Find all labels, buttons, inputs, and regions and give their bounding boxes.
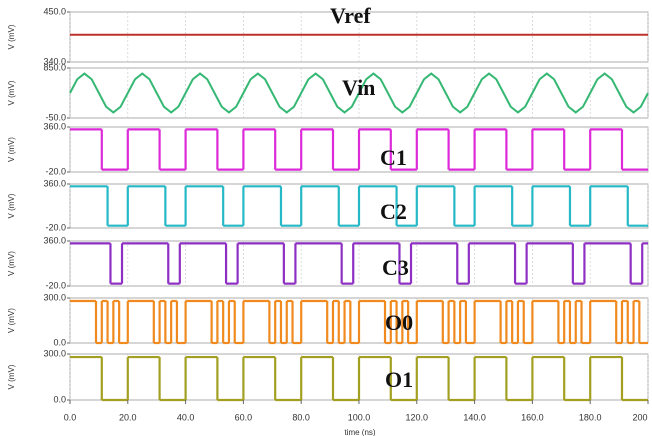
x-tick-label: 80.0 xyxy=(292,412,310,422)
signal-name: C2 xyxy=(380,199,407,224)
y-tick-label: 360.0 xyxy=(43,121,66,131)
y-tick-label: -20.0 xyxy=(45,166,66,176)
x-tick-label: 60.0 xyxy=(235,412,253,422)
signal-name: C1 xyxy=(380,145,407,170)
y-axis-label: V (mV) xyxy=(7,24,16,49)
x-tick-label: 40.0 xyxy=(177,412,195,422)
x-tick-label: 140.0 xyxy=(463,412,486,422)
y-axis-label: V (mV) xyxy=(7,251,16,276)
y-axis-label: V (mV) xyxy=(7,308,16,333)
signal-name: O1 xyxy=(385,367,413,392)
y-tick-label: 0.0 xyxy=(53,394,66,404)
y-axis-label: V (mV) xyxy=(7,137,16,162)
y-axis-label: V (mV) xyxy=(7,80,16,105)
y-tick-label: 0.0 xyxy=(53,337,66,347)
y-tick-label: 340.0 xyxy=(43,56,66,66)
x-tick-label: 100.0 xyxy=(348,412,371,422)
y-tick-label: -20.0 xyxy=(45,280,66,290)
signal-name: Vref xyxy=(330,3,371,28)
y-axis-label: V (mV) xyxy=(7,193,16,218)
y-axis-label: V (mV) xyxy=(7,364,16,389)
y-tick-label: 360.0 xyxy=(43,235,66,245)
y-tick-label: 360.0 xyxy=(43,178,66,188)
signal-line xyxy=(69,72,649,114)
x-tick-label: 0.0 xyxy=(64,412,77,422)
x-tick-label: 20.0 xyxy=(119,412,137,422)
plot-area xyxy=(69,240,649,287)
x-tick-label: 180.0 xyxy=(579,412,602,422)
y-tick-label: 450.0 xyxy=(43,6,66,16)
x-tick-label: 120.0 xyxy=(406,412,429,422)
x-axis-label: time (ns) xyxy=(344,428,375,436)
signal-name: O0 xyxy=(385,310,413,335)
y-tick-label: -50.0 xyxy=(45,112,66,122)
y-tick-label: 300.0 xyxy=(43,292,66,302)
x-tick-label: 200 xyxy=(632,412,647,422)
y-tick-label: 850.0 xyxy=(43,62,66,72)
y-tick-label: -20.0 xyxy=(45,222,66,232)
signal-name: C3 xyxy=(382,255,409,280)
signal-name: Vin xyxy=(342,75,375,100)
x-tick-label: 160.0 xyxy=(521,412,544,422)
y-tick-label: 300.0 xyxy=(43,348,66,358)
